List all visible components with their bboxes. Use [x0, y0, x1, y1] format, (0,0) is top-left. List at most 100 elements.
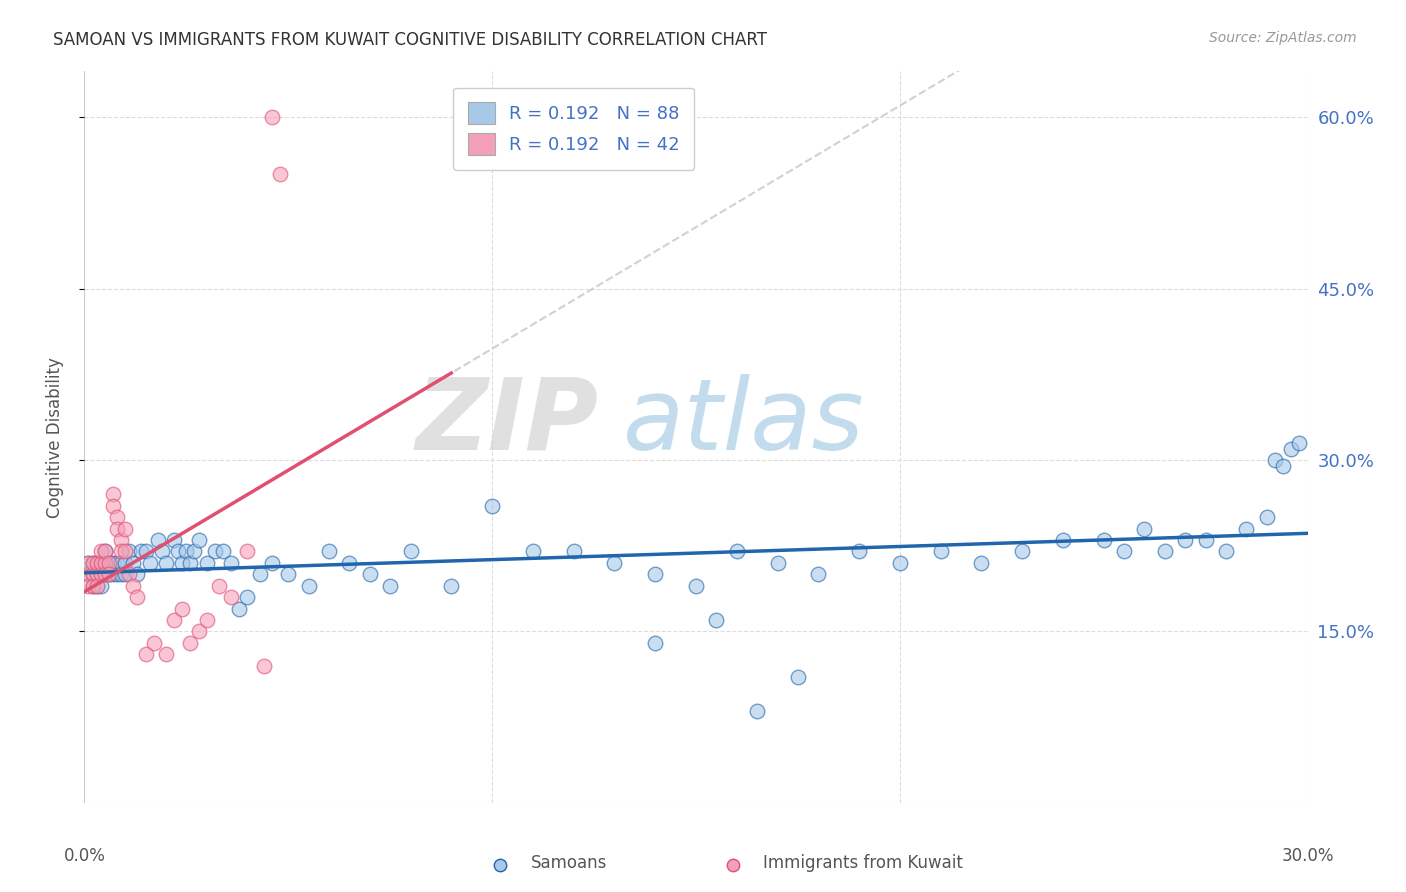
Point: [219, 556, 242, 570]
Point: [163, 613, 186, 627]
Point: [174, 544, 197, 558]
Point: [101, 567, 124, 582]
Point: [155, 556, 177, 570]
Point: [93, 567, 115, 582]
Point: [114, 544, 136, 558]
Point: [603, 556, 626, 570]
Point: [1236, 521, 1258, 535]
Point: [359, 567, 381, 582]
Point: [1011, 544, 1033, 558]
Point: [138, 556, 160, 570]
Point: [1133, 521, 1156, 535]
Point: [1215, 544, 1237, 558]
Point: [90, 556, 112, 570]
Point: [150, 544, 173, 558]
Point: [187, 624, 209, 639]
Point: [155, 647, 177, 661]
Point: [127, 567, 149, 582]
Point: [685, 579, 707, 593]
Point: [118, 544, 141, 558]
Point: [114, 556, 136, 570]
Point: [86, 556, 108, 570]
Point: [77, 579, 100, 593]
Point: [1114, 544, 1136, 558]
Point: [1195, 533, 1218, 547]
Point: [269, 167, 291, 181]
Point: [747, 705, 769, 719]
Point: [277, 567, 299, 582]
Point: [970, 556, 993, 570]
Point: [77, 556, 100, 570]
Point: [90, 579, 112, 593]
Point: [167, 544, 190, 558]
Point: [522, 544, 544, 558]
Point: [228, 601, 250, 615]
Point: [236, 590, 259, 604]
Point: [101, 487, 124, 501]
Point: [135, 647, 157, 661]
Point: [127, 590, 149, 604]
Text: atlas: atlas: [623, 374, 865, 471]
Point: [253, 658, 276, 673]
Point: [97, 567, 120, 582]
Point: [195, 613, 218, 627]
Point: [82, 579, 104, 593]
Point: [1256, 510, 1278, 524]
Point: [1279, 442, 1302, 456]
Point: [86, 567, 108, 582]
Point: [86, 556, 108, 570]
Point: [481, 499, 503, 513]
Point: [380, 579, 402, 593]
Point: [118, 567, 141, 582]
Point: [122, 579, 145, 593]
Point: [208, 579, 231, 593]
Point: [105, 567, 128, 582]
Point: [110, 567, 132, 582]
Point: [644, 567, 666, 582]
Point: [131, 544, 153, 558]
Point: [82, 567, 104, 582]
Point: [706, 613, 728, 627]
Point: [219, 590, 242, 604]
Point: [77, 567, 100, 582]
Point: [195, 556, 218, 570]
Text: Immigrants from Kuwait: Immigrants from Kuwait: [763, 854, 963, 871]
Point: [105, 510, 128, 524]
Point: [105, 521, 128, 535]
Point: [1288, 435, 1310, 450]
Point: [105, 556, 128, 570]
Point: [204, 544, 226, 558]
Point: [179, 556, 201, 570]
Point: [766, 556, 789, 570]
Point: [1264, 453, 1286, 467]
Point: [86, 579, 108, 593]
Point: [101, 556, 124, 570]
Point: [787, 670, 810, 684]
Point: [86, 567, 108, 582]
Point: [1052, 533, 1074, 547]
Point: [889, 556, 911, 570]
Point: [90, 567, 112, 582]
Point: [90, 567, 112, 582]
Point: [260, 556, 283, 570]
Point: [1154, 544, 1177, 558]
Point: [179, 636, 201, 650]
Point: [97, 567, 120, 582]
Point: [848, 544, 870, 558]
Point: [77, 567, 100, 582]
Point: [82, 556, 104, 570]
Point: [135, 544, 157, 558]
Point: [93, 544, 115, 558]
Point: [101, 499, 124, 513]
Point: [110, 544, 132, 558]
Point: [212, 544, 235, 558]
Text: Samoans: Samoans: [531, 854, 607, 871]
Point: [183, 544, 205, 558]
Text: 0.0%: 0.0%: [63, 847, 105, 864]
Point: [172, 601, 194, 615]
Point: [318, 544, 340, 558]
Point: [110, 533, 132, 547]
Point: [1272, 458, 1295, 473]
Point: [929, 544, 952, 558]
Point: [97, 556, 120, 570]
